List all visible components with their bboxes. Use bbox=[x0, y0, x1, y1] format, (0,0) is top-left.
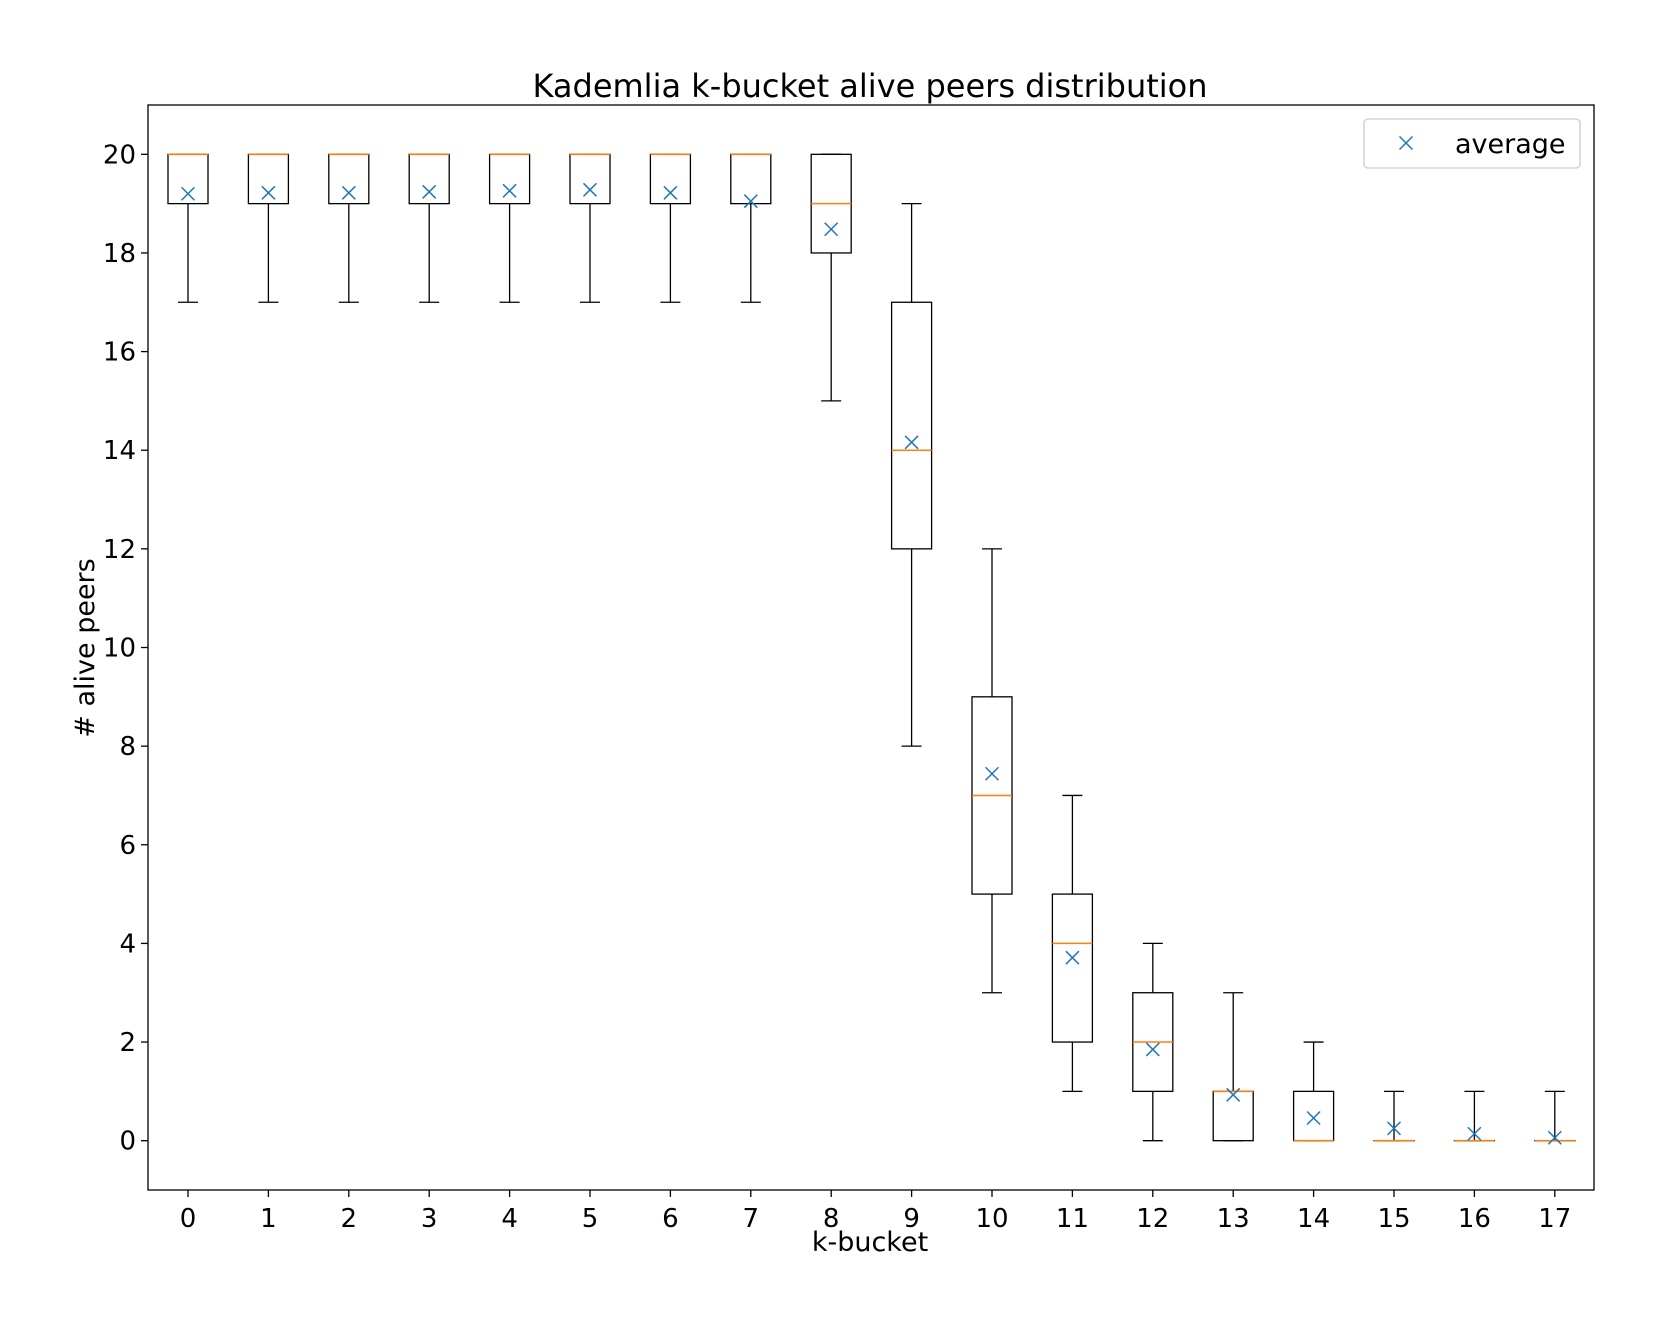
mean-marker bbox=[341, 185, 356, 200]
iqr-box bbox=[167, 153, 209, 205]
iqr-box bbox=[1292, 1090, 1335, 1142]
box-bucket-6 bbox=[649, 153, 692, 303]
box-bucket-7 bbox=[730, 153, 772, 303]
mean-marker bbox=[904, 435, 919, 450]
y-tick-label: 0 bbox=[119, 1127, 136, 1157]
x-tick-label: 4 bbox=[501, 1204, 518, 1234]
iqr-box bbox=[649, 153, 692, 205]
x-tick-label: 11 bbox=[1056, 1204, 1089, 1234]
mean-marker bbox=[1386, 1121, 1402, 1136]
y-tick-label: 18 bbox=[103, 239, 136, 269]
y-tick-label: 16 bbox=[103, 338, 136, 368]
box-bucket-9 bbox=[890, 202, 933, 747]
x-axis-label: k-bucket bbox=[812, 1227, 928, 1258]
x-tick-label: 16 bbox=[1458, 1204, 1491, 1234]
legend-marker-average bbox=[1398, 135, 1414, 151]
x-axis: 0 1 2 3 4 5 6 7 8 9 10 11 12 13 14 15 16 17 bbox=[180, 1190, 1571, 1234]
box-bucket-11 bbox=[1051, 794, 1094, 1093]
box-bucket-3 bbox=[408, 153, 450, 303]
iqr-box bbox=[488, 153, 531, 205]
y-tick-label: 6 bbox=[119, 831, 136, 861]
mean-marker bbox=[180, 186, 196, 201]
x-tick-label: 8 bbox=[823, 1204, 840, 1234]
x-tick-label: 17 bbox=[1538, 1204, 1571, 1234]
iqr-box bbox=[569, 153, 611, 205]
plot-frame bbox=[147, 104, 1595, 1191]
x-tick-label: 13 bbox=[1217, 1204, 1250, 1234]
box-bucket-15 bbox=[1373, 1090, 1415, 1142]
iqr-box bbox=[1212, 1090, 1254, 1142]
y-axis: 0 2 4 6 8 10 12 14 16 18 20 bbox=[103, 140, 148, 1157]
mean-marker bbox=[984, 766, 1000, 781]
box-bucket-0 bbox=[167, 153, 209, 303]
box-bucket-1 bbox=[247, 153, 290, 303]
iqr-box bbox=[1051, 893, 1094, 1043]
y-tick-label: 20 bbox=[103, 140, 136, 170]
y-tick-label: 2 bbox=[119, 1028, 136, 1058]
iqr-box bbox=[890, 301, 933, 550]
iqr-box bbox=[328, 153, 370, 205]
iqr-box bbox=[730, 153, 772, 205]
mean-marker bbox=[743, 194, 758, 209]
mean-marker bbox=[1306, 1110, 1321, 1126]
legend-label-average: average bbox=[1455, 129, 1566, 160]
x-tick-label: 6 bbox=[662, 1204, 679, 1234]
x-tick-label: 7 bbox=[743, 1204, 760, 1234]
mean-marker bbox=[1226, 1087, 1241, 1102]
box-plots bbox=[167, 153, 1576, 1145]
box-bucket-8 bbox=[810, 153, 852, 402]
iqr-box bbox=[247, 153, 290, 205]
legend: average bbox=[1363, 118, 1581, 169]
box-bucket-2 bbox=[328, 153, 370, 303]
y-tick-label: 10 bbox=[103, 634, 136, 664]
x-tick-label: 5 bbox=[582, 1204, 599, 1234]
box-bucket-10 bbox=[971, 548, 1013, 994]
x-tick-label: 12 bbox=[1136, 1204, 1169, 1234]
x-tick-label: 14 bbox=[1297, 1204, 1330, 1234]
y-tick-label: 4 bbox=[119, 929, 136, 959]
x-tick-label: 2 bbox=[341, 1204, 358, 1234]
box-bucket-5 bbox=[569, 153, 611, 303]
x-tick-label: 9 bbox=[903, 1204, 920, 1234]
box-bucket-17 bbox=[1534, 1090, 1576, 1145]
box-bucket-16 bbox=[1453, 1090, 1496, 1142]
x-tick-label: 15 bbox=[1377, 1204, 1410, 1234]
x-tick-label: 10 bbox=[975, 1204, 1008, 1234]
box-bucket-14 bbox=[1292, 1041, 1335, 1142]
x-tick-label: 0 bbox=[180, 1204, 197, 1234]
y-tick-label: 14 bbox=[103, 436, 136, 466]
mean-marker bbox=[582, 182, 598, 197]
mean-marker bbox=[1065, 950, 1080, 965]
x-tick-label: 3 bbox=[421, 1204, 438, 1234]
mean-marker bbox=[1547, 1130, 1562, 1145]
mean-marker bbox=[663, 185, 678, 200]
chart-title: Kademlia k-bucket alive peers distributi… bbox=[532, 67, 1207, 105]
iqr-box bbox=[408, 153, 450, 205]
y-tick-label: 12 bbox=[103, 535, 136, 565]
mean-marker bbox=[502, 183, 517, 198]
mean-marker bbox=[422, 184, 437, 199]
x-tick-label: 1 bbox=[260, 1204, 277, 1234]
y-axis-label: # alive peers bbox=[70, 558, 101, 737]
mean-marker bbox=[824, 222, 839, 237]
mean-marker bbox=[261, 185, 276, 200]
y-tick-label: 8 bbox=[119, 732, 136, 762]
box-bucket-12 bbox=[1132, 942, 1174, 1142]
legend-frame bbox=[1363, 118, 1581, 169]
mean-marker bbox=[1467, 1126, 1482, 1141]
box-bucket-4 bbox=[488, 153, 531, 303]
box-bucket-13 bbox=[1212, 992, 1254, 1142]
mean-marker bbox=[1145, 1042, 1160, 1057]
